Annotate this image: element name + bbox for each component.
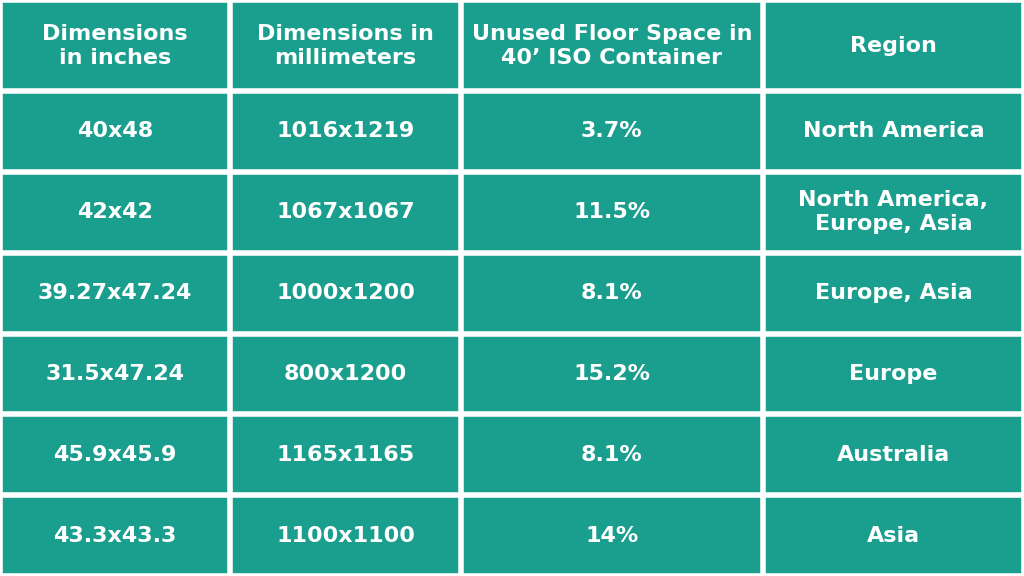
Text: 1000x1200: 1000x1200 xyxy=(276,283,415,303)
Text: 40x48: 40x48 xyxy=(77,122,154,142)
Text: Europe, Asia: Europe, Asia xyxy=(815,283,972,303)
Text: 39.27x47.24: 39.27x47.24 xyxy=(38,283,193,303)
Text: 1165x1165: 1165x1165 xyxy=(276,445,415,465)
Text: Australia: Australia xyxy=(837,445,950,465)
Text: Unused Floor Space in
40’ ISO Container: Unused Floor Space in 40’ ISO Container xyxy=(472,24,752,67)
Text: 15.2%: 15.2% xyxy=(573,364,650,384)
Text: North America: North America xyxy=(803,122,984,142)
Text: 31.5x47.24: 31.5x47.24 xyxy=(46,364,184,384)
Text: 45.9x45.9: 45.9x45.9 xyxy=(53,445,177,465)
Text: 8.1%: 8.1% xyxy=(581,445,643,465)
Text: Europe: Europe xyxy=(849,364,938,384)
Text: 800x1200: 800x1200 xyxy=(284,364,408,384)
Text: 43.3x43.3: 43.3x43.3 xyxy=(53,525,177,545)
Text: 8.1%: 8.1% xyxy=(581,283,643,303)
Text: North America,
Europe, Asia: North America, Europe, Asia xyxy=(799,190,988,234)
Text: Asia: Asia xyxy=(867,525,920,545)
Text: 3.7%: 3.7% xyxy=(581,122,643,142)
Text: 14%: 14% xyxy=(585,525,639,545)
Text: 42x42: 42x42 xyxy=(77,202,154,222)
Text: 1067x1067: 1067x1067 xyxy=(276,202,415,222)
Text: Dimensions
in inches: Dimensions in inches xyxy=(42,24,188,67)
Text: Region: Region xyxy=(850,36,937,55)
Text: 1100x1100: 1100x1100 xyxy=(276,525,415,545)
Text: 11.5%: 11.5% xyxy=(573,202,650,222)
Text: Dimensions in
millimeters: Dimensions in millimeters xyxy=(257,24,434,67)
Text: 1016x1219: 1016x1219 xyxy=(276,122,415,142)
